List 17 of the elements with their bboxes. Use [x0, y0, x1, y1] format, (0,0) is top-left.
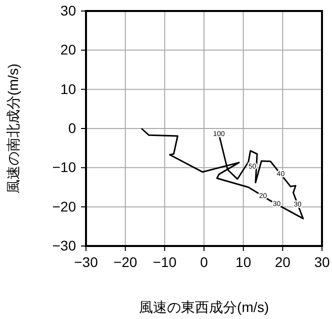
y-tick-label: 0	[68, 120, 76, 136]
y-tick-label: −20	[52, 198, 76, 214]
y-axis-title: 風速の南北成分(m/s)	[5, 64, 21, 194]
y-tick-label: −30	[52, 237, 76, 254]
x-tick-label: 0	[200, 254, 208, 270]
x-tick-label: −20	[113, 254, 138, 270]
x-axis-title: 風速の東西成分(m/s)	[139, 299, 269, 315]
y-tick-label: −10	[52, 159, 76, 176]
y-tick-label: 30	[60, 2, 76, 18]
x-tick-label: 10	[236, 254, 252, 270]
x-tick-label: 30	[314, 254, 330, 270]
x-tick-label: −10	[152, 254, 177, 270]
y-tick-label: 10	[60, 80, 76, 97]
x-tick-label: 20	[274, 254, 291, 270]
line-series	[140, 128, 304, 220]
x-tick-label: −30	[74, 254, 98, 270]
y-tick-label: 20	[60, 42, 76, 58]
